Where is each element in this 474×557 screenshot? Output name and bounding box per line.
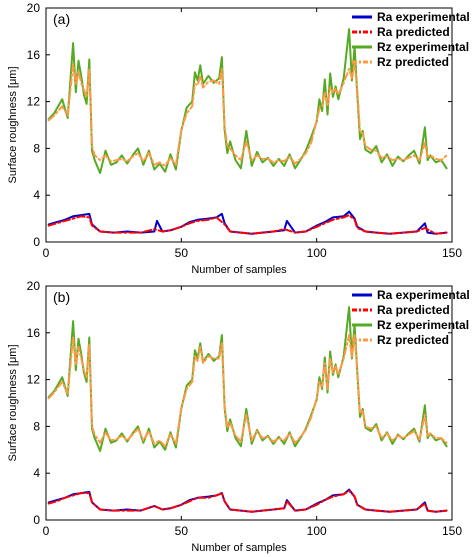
y-tick-label: 20: [27, 279, 41, 293]
x-tick-label: 100: [307, 246, 327, 260]
series-line-ra-predicted: [47, 489, 448, 513]
legend-label: Rz experimental: [377, 40, 469, 54]
y-axis-label: Surface roughness [μm]: [7, 344, 19, 461]
legend-label: Ra predicted: [377, 25, 450, 39]
y-tick-label: 12: [27, 373, 41, 387]
y-tick-label: 4: [33, 466, 40, 480]
plot-area: 0 50 100 150 0 4 8 12 16 20: [27, 1, 463, 260]
plot-area: 0 50 100 150 0 4 8 12 16 20: [27, 279, 463, 538]
panel-label: (b): [53, 289, 70, 305]
series-line-rz-predicted: [47, 63, 448, 167]
y-tick-label: 4: [33, 188, 40, 202]
y-tick-label: 12: [27, 95, 41, 109]
x-tick-label: 0: [43, 524, 50, 538]
x-tick-label: 150: [442, 524, 462, 538]
y-tick-label: 16: [27, 326, 41, 340]
x-axis-label: Number of samples: [191, 264, 287, 276]
y-tick-label: 16: [27, 48, 41, 62]
x-tick-label: 100: [307, 524, 327, 538]
panel-label: (a): [53, 11, 70, 27]
legend-label: Rz predicted: [377, 333, 449, 347]
y-tick-label: 20: [27, 1, 41, 15]
x-tick-label: 0: [43, 246, 50, 260]
y-axis-label: Surface roughness [μm]: [7, 66, 19, 183]
y-tick-label: 0: [33, 513, 40, 527]
series-line-ra-predicted: [47, 214, 448, 235]
legend-label: Rz experimental: [377, 318, 469, 332]
chart-panel-a: 0 50 100 150 0 4 8 12 16 20 (a) Surface roughness…: [7, 1, 470, 276]
legend-label: Rz predicted: [377, 55, 449, 69]
x-tick-label: 150: [442, 246, 462, 260]
y-tick-label: 0: [33, 235, 40, 249]
chart-panel-b: 0 50 100 150 0 4 8 12 16 20 (b) Surface roughness…: [7, 279, 470, 554]
plot-frame: [45, 7, 453, 243]
y-tick-label: 8: [33, 419, 40, 433]
x-tick-label: 50: [175, 524, 189, 538]
x-axis-label: Number of samples: [191, 542, 287, 554]
legend-label: Ra experimental: [377, 10, 470, 24]
y-tick-label: 8: [33, 141, 40, 155]
legend-label: Ra predicted: [377, 303, 450, 317]
legend-label: Ra experimental: [377, 288, 470, 302]
x-tick-label: 50: [175, 246, 189, 260]
series-line-rz-predicted: [47, 334, 448, 448]
plot-frame: [45, 285, 453, 521]
